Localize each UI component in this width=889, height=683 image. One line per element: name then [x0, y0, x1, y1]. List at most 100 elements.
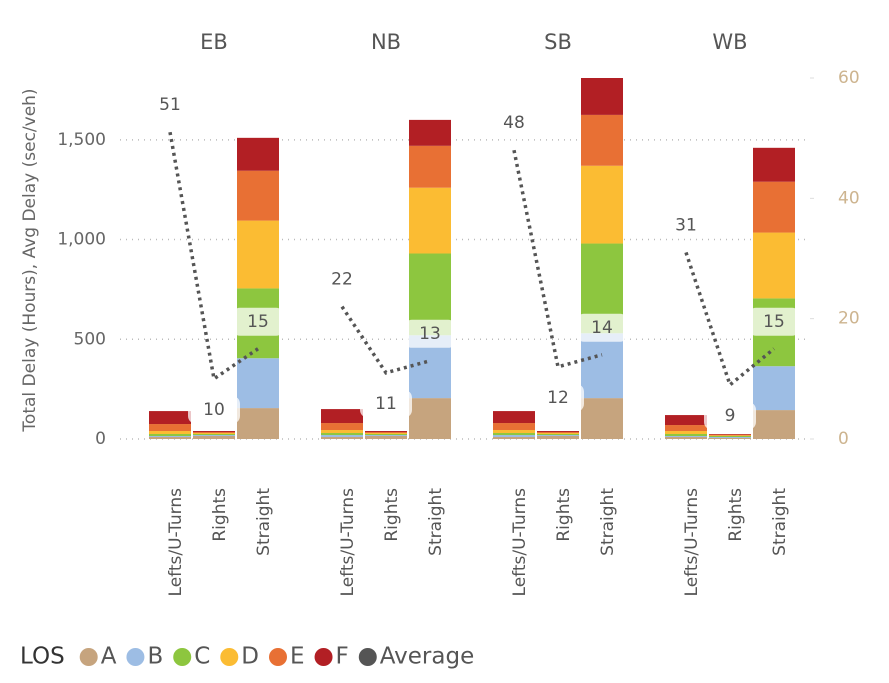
bar-segment	[321, 430, 363, 434]
panel-title: EB	[200, 30, 228, 54]
bar-segment	[709, 435, 751, 437]
bar-segment	[665, 415, 707, 426]
bar-segment	[537, 436, 579, 439]
y-tick-label: 500	[74, 329, 106, 349]
bar-segment	[537, 431, 579, 433]
bar-segment	[149, 434, 191, 437]
x-tick-label: Lefts/U-Turns	[510, 488, 530, 597]
bar-segment	[581, 78, 623, 115]
y-tick-label: 1,500	[57, 130, 106, 150]
legend-marker	[358, 648, 377, 666]
data-label: 22	[331, 270, 353, 290]
bar-segment	[665, 425, 707, 432]
bar-segment	[321, 423, 363, 431]
bar-segment	[321, 435, 363, 438]
bar-segment	[365, 433, 407, 435]
bar-segment	[365, 435, 407, 437]
average-line	[340, 305, 431, 375]
x-tick-label: Straight	[426, 488, 446, 556]
x-tick-label: Lefts/U-Turns	[166, 488, 186, 597]
data-label: 31	[675, 215, 697, 235]
bar-segment	[493, 437, 535, 439]
legend-marker	[314, 648, 333, 666]
data-label: 14	[591, 318, 613, 338]
bar-segment	[365, 434, 407, 436]
bar-segment	[709, 436, 751, 438]
data-label: 13	[419, 324, 441, 344]
label-box	[576, 313, 628, 342]
label-box	[748, 307, 800, 336]
data-label: 48	[503, 113, 525, 133]
legend-marker	[173, 648, 192, 666]
x-tick-label: Rights	[554, 488, 574, 542]
data-label: 11	[375, 394, 397, 414]
bar-segment	[149, 437, 191, 439]
bar-segment	[149, 411, 191, 425]
label-box	[404, 319, 456, 348]
legend-title: LOS	[20, 644, 65, 670]
bar-segment	[237, 220, 279, 289]
data-label: 15	[763, 312, 785, 332]
label-box	[232, 307, 284, 336]
bar-segment	[149, 424, 191, 432]
y2-tick-label: 40	[838, 188, 860, 208]
x-tick-label: Straight	[254, 488, 274, 556]
bar-segment	[409, 398, 451, 439]
bar-segment	[665, 436, 707, 438]
bar-segment	[365, 436, 407, 439]
bar-segment	[365, 431, 407, 433]
bar-segment	[493, 433, 535, 436]
data-label: 51	[159, 95, 181, 115]
bar-segment	[409, 145, 451, 188]
label-box	[188, 395, 240, 424]
bar-segment	[665, 437, 707, 439]
bar-segment	[321, 409, 363, 424]
y2-tick-label: 60	[838, 68, 860, 88]
data-label: 12	[547, 388, 569, 408]
legend-label: E	[290, 644, 305, 670]
x-tick-label: Rights	[726, 488, 746, 542]
data-label: 9	[725, 406, 736, 426]
bar-segment	[709, 434, 751, 435]
bar-segment	[193, 431, 235, 433]
bar-segment	[537, 432, 579, 434]
bar-segment	[493, 423, 535, 431]
bar-segment	[537, 433, 579, 435]
bar-segment	[321, 433, 363, 436]
bar-segment	[193, 434, 235, 436]
bar-segment	[753, 366, 795, 411]
bar-segment	[237, 170, 279, 221]
panel-title: NB	[371, 30, 401, 54]
y-axis-label: Total Delay (Hours), Avg Delay (sec/veh)	[20, 88, 40, 432]
bar-segment	[753, 147, 795, 182]
legend-label: F	[336, 644, 349, 670]
x-tick-label: Straight	[770, 488, 790, 556]
legend-label: A	[101, 644, 117, 670]
bar-segment	[193, 433, 235, 435]
x-tick-label: Rights	[210, 488, 230, 542]
x-tick-label: Lefts/U-Turns	[682, 488, 702, 597]
bar-segment	[237, 408, 279, 439]
bar-segment	[753, 181, 795, 233]
bar-segment	[665, 431, 707, 435]
bar-segment	[493, 430, 535, 434]
data-label: 10	[203, 400, 225, 420]
bar-segment	[709, 438, 751, 439]
y-tick-label: 0	[95, 429, 106, 449]
legend-label: B	[147, 644, 163, 670]
panel-title: SB	[544, 30, 572, 54]
legend-marker	[220, 648, 239, 666]
legend-marker	[126, 648, 145, 666]
bar-segment	[581, 165, 623, 244]
bar-segment	[665, 434, 707, 437]
y-tick-label: 1,000	[57, 230, 106, 250]
bar-segment	[409, 187, 451, 254]
legend-label: Average	[380, 644, 474, 670]
bar-segment	[493, 435, 535, 438]
x-tick-label: Rights	[382, 488, 402, 542]
bar-segment	[709, 434, 751, 436]
bar-segment	[581, 114, 623, 166]
bar-segment	[237, 137, 279, 171]
legend-marker	[79, 648, 98, 666]
